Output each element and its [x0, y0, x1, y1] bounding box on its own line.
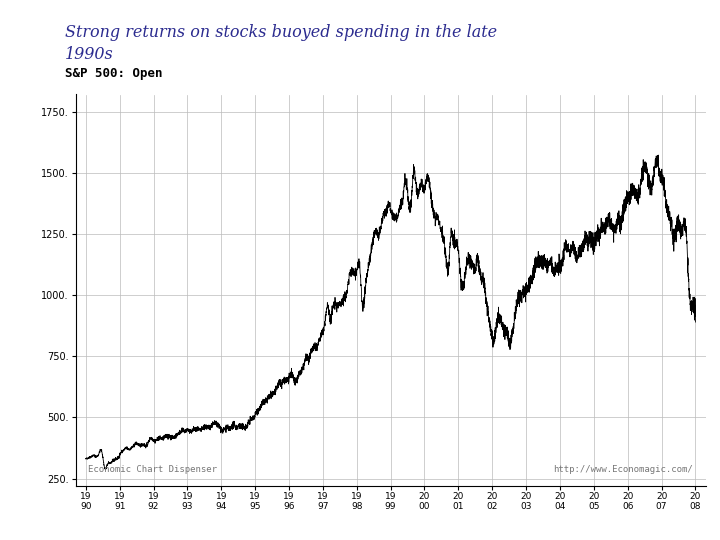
Text: Economic Chart Dispenser: Economic Chart Dispenser: [88, 465, 217, 474]
Text: Strong returns on stocks buoyed spending in the late: Strong returns on stocks buoyed spending…: [65, 24, 497, 41]
Text: 1990s: 1990s: [65, 46, 114, 63]
Text: S&P 500: Open: S&P 500: Open: [65, 68, 162, 80]
Text: http://www.Economagic.com/: http://www.Economagic.com/: [553, 465, 693, 474]
